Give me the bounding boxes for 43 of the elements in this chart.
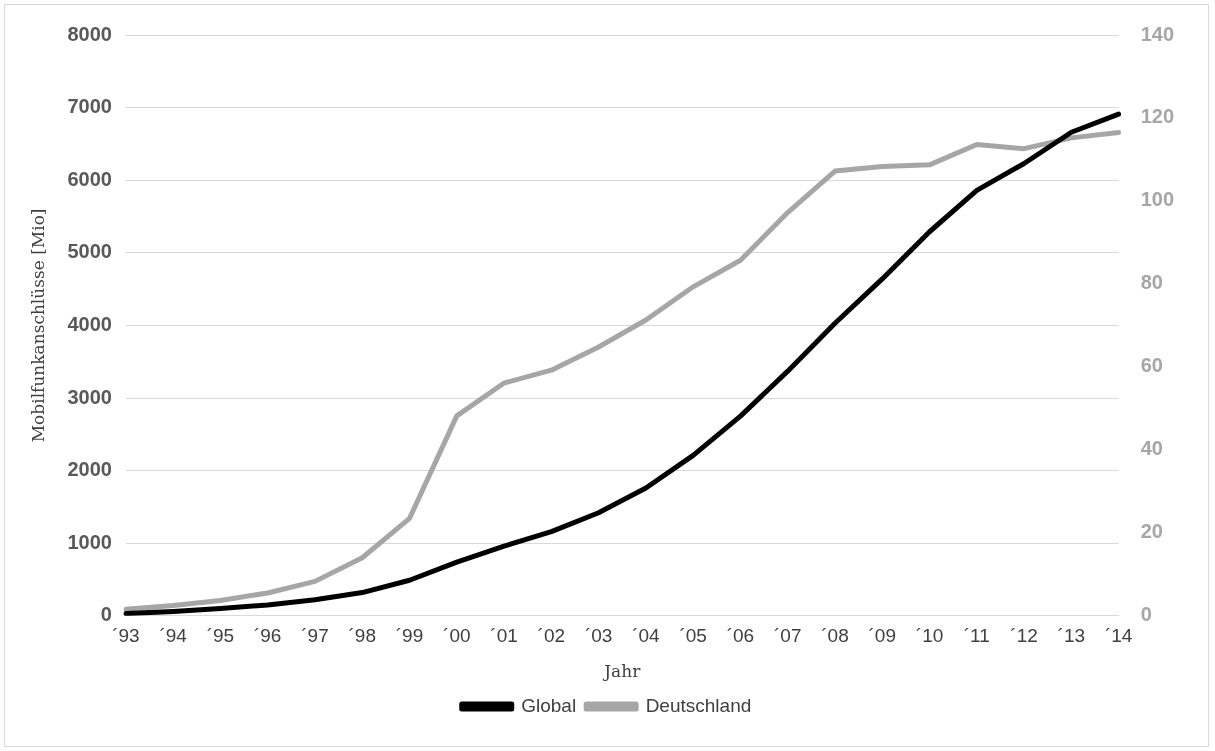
y2-tick-label: 100 xyxy=(1140,188,1175,211)
legend-label: Global xyxy=(521,694,577,716)
x-tick-label: ´94 xyxy=(159,625,188,647)
y2-tick-label: 80 xyxy=(1140,271,1163,294)
x-tick-label: ´00 xyxy=(443,625,471,647)
y-tick-label: 4000 xyxy=(67,312,112,335)
y2-tick-label: 20 xyxy=(1140,520,1163,543)
x-tick-label: ´98 xyxy=(348,625,376,647)
x-tick-label: ´14 xyxy=(1104,625,1133,647)
y-tick-label: 7000 xyxy=(67,95,112,118)
x-tick-label: ´09 xyxy=(868,625,896,647)
x-tick-label: ´12 xyxy=(1010,625,1038,647)
x-tick-label: ´01 xyxy=(490,625,518,647)
x-tick-label: ´96 xyxy=(253,625,282,647)
x-tick-label: ´95 xyxy=(206,625,235,647)
x-tick-label: ´04 xyxy=(632,625,661,647)
x-tick-label: ´05 xyxy=(679,625,707,647)
y-tick-label: 8000 xyxy=(67,22,112,45)
x-tick-label: ´03 xyxy=(584,625,613,647)
y2-tick-label: 0 xyxy=(1140,603,1152,626)
y-tick-label: 5000 xyxy=(67,240,112,263)
x-tick-label: ´08 xyxy=(821,625,849,647)
x-tick-label: ´99 xyxy=(395,625,424,647)
x-tick-label: ´11 xyxy=(963,625,990,647)
x-tick-label: ´06 xyxy=(726,625,755,647)
x-tick-label: ´07 xyxy=(773,625,802,647)
x-tick-label: ´93 xyxy=(112,625,140,647)
y-tick-label: 0 xyxy=(100,603,112,626)
x-tick-label: ´97 xyxy=(301,625,329,647)
y2-tick-label: 140 xyxy=(1140,22,1175,45)
y2-tick-label: 120 xyxy=(1140,105,1175,128)
x-tick-label: ´13 xyxy=(1057,625,1086,647)
y2-tick-label: 40 xyxy=(1140,437,1163,460)
y-tick-label: 2000 xyxy=(67,458,112,481)
y-tick-label: 3000 xyxy=(67,385,112,408)
x-axis-title: Jahr xyxy=(602,661,642,682)
legend-label: Deutschland xyxy=(645,694,752,716)
y-tick-label: 6000 xyxy=(67,167,112,190)
x-tick-label: ´10 xyxy=(915,625,944,647)
x-tick-label: ´02 xyxy=(537,625,566,647)
y-tick-label: 1000 xyxy=(67,530,112,553)
y-axis-title: Mobilfunkanschlüsse [Mio] xyxy=(27,208,48,443)
y2-tick-label: 60 xyxy=(1140,354,1163,377)
